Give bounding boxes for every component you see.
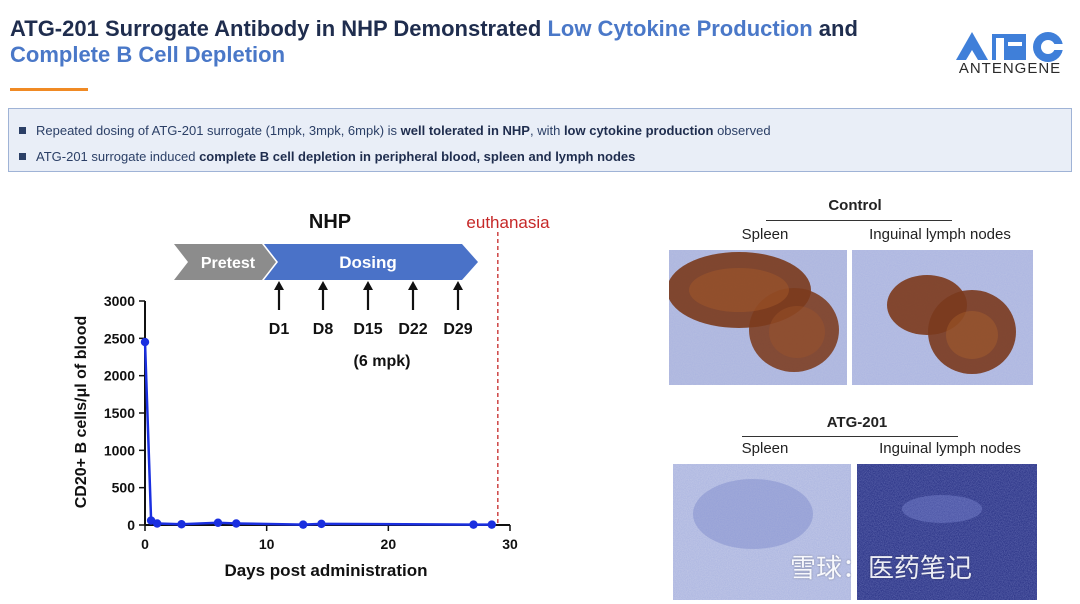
b-cell-depletion-chart: NHP Pretest Dosing euthanasia D1 D8 D15 D22… [73,211,550,580]
data-point [487,520,496,529]
control-ln-label: Inguinal lymph nodes [869,226,1011,243]
title-highlight-2: Complete B Cell Depletion [10,42,286,67]
control-heading: Control [828,197,882,214]
bullet-bold: low cytokine production [563,123,714,138]
title-text-1: ATG-201 Surrogate Antibody in NHP Demons… [10,16,548,41]
treated-ln-image [857,464,1037,600]
species-label: NHP [309,211,351,233]
x-tick-label: 30 [502,536,518,552]
treated-spleen-label: Spleen [741,440,789,457]
treated-rule [742,436,958,437]
bullet-square-icon [19,153,26,161]
data-point [177,520,186,529]
chart-axes: 0 500 1000 1500 2000 2500 3000 0 10 20 30 [104,293,518,552]
pretest-arrow [174,244,276,280]
control-spleen-image [669,250,847,385]
data-point [152,519,162,528]
pretest-label: Pretest [201,255,256,272]
y-tick-label: 2000 [104,368,135,384]
dose-label: D15 [353,321,382,338]
data-point [140,337,150,347]
y-tick-label: 1500 [104,405,135,421]
y-axis-label: CD20+ B cells/μl of blood [73,316,90,509]
data-point [469,520,478,529]
dose-label: D22 [398,321,427,338]
treated-ln-label: Inguinal lymph nodes [879,440,1021,457]
dose-arrowhead-icon [274,281,284,290]
antengene-logo-icon [956,32,1064,62]
y-tick-label: 2500 [104,330,135,346]
y-tick-label: 3000 [104,293,135,309]
y-tick-label: 1000 [104,442,135,458]
bullet-square-icon [19,127,26,135]
control-rule [766,220,952,221]
dose-arrowhead-icon [318,281,328,290]
dose-arrowhead-icon [453,281,463,290]
x-tick-label: 20 [381,536,397,552]
treated-spleen-image [673,464,851,600]
bullet-text: ATG-201 surrogate induced [36,149,200,164]
bullet-bold: well tolerated in NHP [400,123,530,138]
bullet-bold: complete B cell depletion in peripheral … [199,149,636,164]
x-tick-label: 10 [259,536,275,552]
bullet-text: Repeated dosing of ATG-201 surrogate (1m… [36,123,401,138]
data-point [213,518,223,527]
y-tick-label: 500 [112,480,136,496]
dosing-arrow [264,244,478,280]
data-point [298,520,308,529]
x-tick-label: 0 [141,536,149,552]
dose-arrowhead-icon [363,281,373,290]
data-point [317,519,326,529]
treated-heading: ATG-201 [826,414,888,431]
series-line [143,342,492,526]
control-spleen-label: Spleen [741,226,789,243]
euthanasia-label: euthanasia [466,213,550,232]
data-point [232,519,241,528]
dose-markers: D1 D8 D15 D22 D29 [269,281,473,338]
dose-label: D8 [313,321,334,338]
dose-arrowhead-icon [408,281,418,290]
dosing-label: Dosing [339,253,397,272]
title-text-2: and [812,16,858,41]
dose-label: D1 [269,321,290,338]
bullet-text: observed [713,123,771,138]
bullet-1: Repeated dosing of ATG-201 surrogate (1m… [19,123,771,138]
key-points-box: Repeated dosing of ATG-201 surrogate (1m… [8,108,1072,172]
watermark-text: 雪球：医药笔记 [790,553,973,583]
title-highlight-1: Low Cytokine Production [547,16,813,41]
dose-note: (6 mpk) [354,353,411,370]
bullet-2: ATG-201 surrogate induced complete B cel… [19,149,635,164]
logo-text: ANTENGENE [958,60,1062,77]
dose-label: D29 [443,321,472,338]
title-accent-line [10,88,88,91]
control-ln-image [852,250,1033,385]
bullet-text: , with [529,123,564,138]
data-points [140,337,496,529]
y-tick-label: 0 [127,517,135,533]
x-axis-label: Days post administration [224,561,427,580]
page-title: ATG-201 Surrogate Antibody in NHP Demons… [10,16,930,68]
